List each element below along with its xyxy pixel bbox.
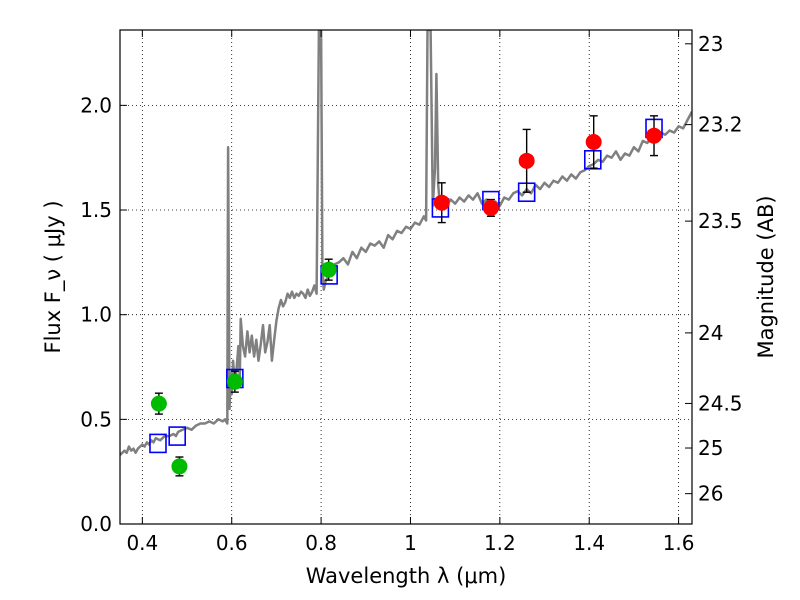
x-tick-label: 1.6	[663, 531, 695, 555]
y2-tick-label: 26	[698, 482, 723, 506]
y-tick-label: 2.0	[80, 93, 112, 117]
observed-point	[226, 373, 243, 390]
observed-point	[482, 199, 499, 216]
observed-point	[150, 395, 167, 412]
x-tick-label: 1.2	[484, 531, 516, 555]
y-tick-label: 1.0	[80, 303, 112, 327]
y2-tick-label: 23	[698, 32, 723, 56]
observed-point	[646, 127, 663, 144]
y-axis-label: Flux F_ν ( μJy )	[41, 200, 66, 353]
x-tick-label: 0.4	[126, 531, 158, 555]
observed-point	[433, 194, 450, 211]
x-axis-label: Wavelength λ (μm)	[306, 564, 507, 588]
x-tick-label: 1.4	[573, 531, 605, 555]
y-tick-label: 0.0	[80, 512, 112, 536]
y2-tick-label: 25	[698, 436, 723, 460]
x-tick-label: 0.8	[305, 531, 337, 555]
observed-point	[320, 261, 337, 278]
model-photometry-marker	[149, 433, 167, 454]
y2-axis-label: Magnitude (AB)	[754, 195, 778, 358]
x-tick-label: 1	[404, 531, 417, 555]
ticks: 0.4 0.6 0.8 1 1.2 1.4 1.6 0.0 0.5 1.0 1.5 2.0 23 23.2…	[80, 30, 743, 555]
axes-frame	[119, 29, 693, 525]
observed-point	[518, 152, 535, 169]
model-photometry-marker	[168, 426, 186, 446]
y-tick-label: 0.5	[80, 407, 112, 431]
y2-tick-label: 23.5	[698, 209, 743, 233]
plot-area	[120, 30, 692, 477]
observed-point	[171, 458, 188, 475]
y2-tick-label: 24.5	[698, 391, 743, 415]
y2-tick-label: 23.2	[698, 113, 743, 137]
x-tick-label: 0.6	[216, 531, 248, 555]
observed-point	[585, 133, 602, 150]
y2-tick-label: 24	[698, 321, 723, 345]
y-tick-label: 1.5	[80, 198, 112, 222]
